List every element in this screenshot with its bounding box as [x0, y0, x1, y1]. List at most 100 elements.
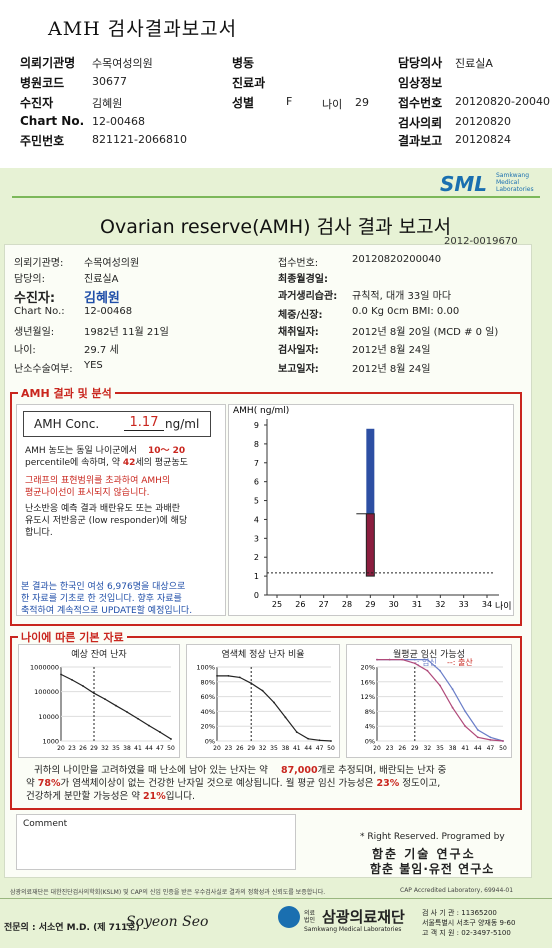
- amh-y-tick-label: 5: [254, 497, 259, 506]
- small-chart-point: [330, 740, 332, 742]
- left-info-value: YES: [84, 360, 103, 371]
- right-info-key: 최종월경일:: [278, 274, 328, 285]
- small-chart-x-tick-label: 47: [487, 745, 495, 752]
- small-chart-x-tick-label: 50: [499, 745, 507, 752]
- small-chart-point: [426, 669, 429, 672]
- header-value: 12-00468: [92, 115, 145, 128]
- small-chart-point: [148, 724, 150, 727]
- amh-percentile-text: AMH 농도는 동일 나이군에서 10～ 20 percentile에 속하며,…: [25, 446, 188, 468]
- amh-y-tick-label: 7: [254, 459, 259, 468]
- small-chart-point: [216, 674, 218, 677]
- small-chart-x-tick-label: 44: [304, 745, 312, 752]
- small-chart-x-tick-label: 50: [327, 745, 335, 752]
- small-chart-y-tick-label: 20%: [201, 723, 215, 731]
- amh-x-tick-label: 32: [435, 600, 445, 609]
- org-name-2: 함춘 불임·유전 연구소: [370, 862, 495, 876]
- small-chart-x-tick-label: 38: [449, 745, 457, 752]
- small-chart-y-tick-label: 0%: [365, 738, 375, 746]
- small-chart-x-tick-label: 29: [411, 745, 419, 752]
- small-chart-x-tick-label: 26: [236, 745, 244, 752]
- header-value: F: [286, 95, 293, 108]
- small-chart-point: [413, 662, 416, 665]
- left-info-value: 진료실A: [84, 274, 119, 285]
- right-info-value: 0.0 Kg 0cm BMI: 0.00: [352, 306, 460, 317]
- left-info-key: 난소수술여부:: [14, 364, 73, 375]
- report-number: 2012-0019670: [444, 236, 518, 247]
- left-info-key: 담당의:: [14, 274, 45, 285]
- amh-y-tick-label: 8: [254, 440, 259, 449]
- eggs-chart-title: 예상 잔여 난자: [71, 650, 127, 660]
- amh-x-tick-label: 34: [482, 600, 492, 609]
- small-chart-point: [93, 692, 95, 695]
- small-chart-curve: [377, 659, 504, 742]
- foundation-name-en: Samkwang Medical Laboratories: [304, 926, 402, 933]
- age-section-title: 나이에 따른 기본 자료: [18, 629, 127, 645]
- comment-label: Comment: [23, 819, 68, 829]
- small-chart-point: [476, 729, 479, 731]
- header-key: 주민번호: [20, 134, 65, 148]
- chromosome-chart-title: 염색체 정상 난자 비율: [221, 650, 305, 660]
- amh-y-tick-label: 6: [254, 478, 259, 487]
- small-chart-x-tick-label: 35: [112, 745, 120, 752]
- header-key: Chart No.: [20, 114, 85, 128]
- small-chart-x-tick-label: 29: [247, 745, 255, 752]
- small-chart-point: [376, 658, 378, 661]
- small-chart-point: [489, 736, 492, 739]
- header-key: 병원코드: [20, 76, 65, 90]
- small-chart-point: [284, 716, 287, 719]
- header-value: 김혜원: [92, 97, 123, 110]
- amh-y-tick-label: 1: [254, 572, 259, 581]
- eggs-chart-panel: 예상 잔여 난자 1000000 100000 10000 1000 20 23 26 29 3…: [18, 644, 180, 758]
- pregnancy-chart-title: 월평균 임신 가능성: [393, 650, 465, 660]
- footer-rule: [0, 898, 552, 899]
- small-chart-x-tick-label: 35: [270, 745, 278, 752]
- report-title: Ovarian reserve(AMH) 검사 결과 보고서: [100, 216, 452, 238]
- small-chart-point: [388, 658, 391, 661]
- small-chart-x-tick-label: 38: [282, 745, 290, 752]
- small-chart-point: [464, 710, 467, 713]
- small-chart-x-tick-label: 47: [156, 745, 164, 752]
- small-chart-point: [451, 706, 454, 709]
- small-chart-y-tick-label: 10000: [38, 713, 59, 721]
- header-key: 의뢰기관명: [20, 56, 76, 70]
- cap-note: CAP Accredited Laboratory, 69944-01: [400, 887, 514, 894]
- left-info-key: 생년월일:: [14, 327, 55, 338]
- small-chart-x-tick-label: 23: [68, 745, 76, 752]
- amh-data-note: 본 결과는 한국인 여성 6,976명을 대상으로 한 자료를 기초로 한 것입…: [21, 582, 193, 616]
- small-chart-point: [126, 711, 128, 713]
- amh-x-tick-label: 29: [365, 600, 375, 609]
- amh-lower-range-bar: [365, 513, 375, 577]
- small-chart-point: [71, 678, 73, 681]
- small-chart-x-tick-label: 32: [259, 745, 267, 752]
- right-info-key: 체중/신장:: [278, 310, 323, 321]
- header-value: 30677: [92, 75, 127, 88]
- small-chart-curve: [217, 675, 332, 742]
- small-chart-point: [451, 688, 454, 691]
- age-label: 나이: [322, 98, 343, 111]
- small-chart-x-tick-label: 20: [213, 745, 221, 752]
- age-section: [10, 636, 522, 810]
- header-value: 진료실A: [455, 57, 493, 70]
- small-chart-x-tick-label: 20: [57, 745, 65, 752]
- small-chart-y-tick-label: 0%: [205, 738, 215, 746]
- small-chart-x-tick-label: 26: [79, 745, 87, 752]
- foundation-logo-icon: [278, 906, 300, 928]
- amh-x-tick-label: 27: [319, 600, 329, 609]
- small-chart-x-tick-label: 23: [225, 745, 233, 752]
- small-chart-point: [170, 738, 172, 740]
- left-info-value: 김혜원: [84, 291, 120, 306]
- small-chart-x-tick-label: 23: [386, 745, 394, 752]
- small-chart-point: [413, 658, 416, 661]
- left-info-value: 수목여성의원: [84, 258, 140, 269]
- small-chart-point: [60, 673, 62, 676]
- header-value: 821121-2066810: [92, 133, 187, 146]
- header-key: 접수번호: [398, 96, 443, 110]
- small-chart-y-tick-label: 8%: [365, 708, 375, 716]
- small-chart-point: [261, 689, 264, 692]
- comment-box: Comment: [16, 814, 296, 870]
- small-chart-y-tick-label: 20%: [361, 664, 375, 672]
- chromosome-chart: 100% 80% 60% 40% 20% 0%20 23 26 29 32 35 38 41 44 47 50: [196, 664, 335, 753]
- small-chart-x-tick-label: 41: [293, 745, 301, 752]
- small-chart-point: [238, 676, 241, 679]
